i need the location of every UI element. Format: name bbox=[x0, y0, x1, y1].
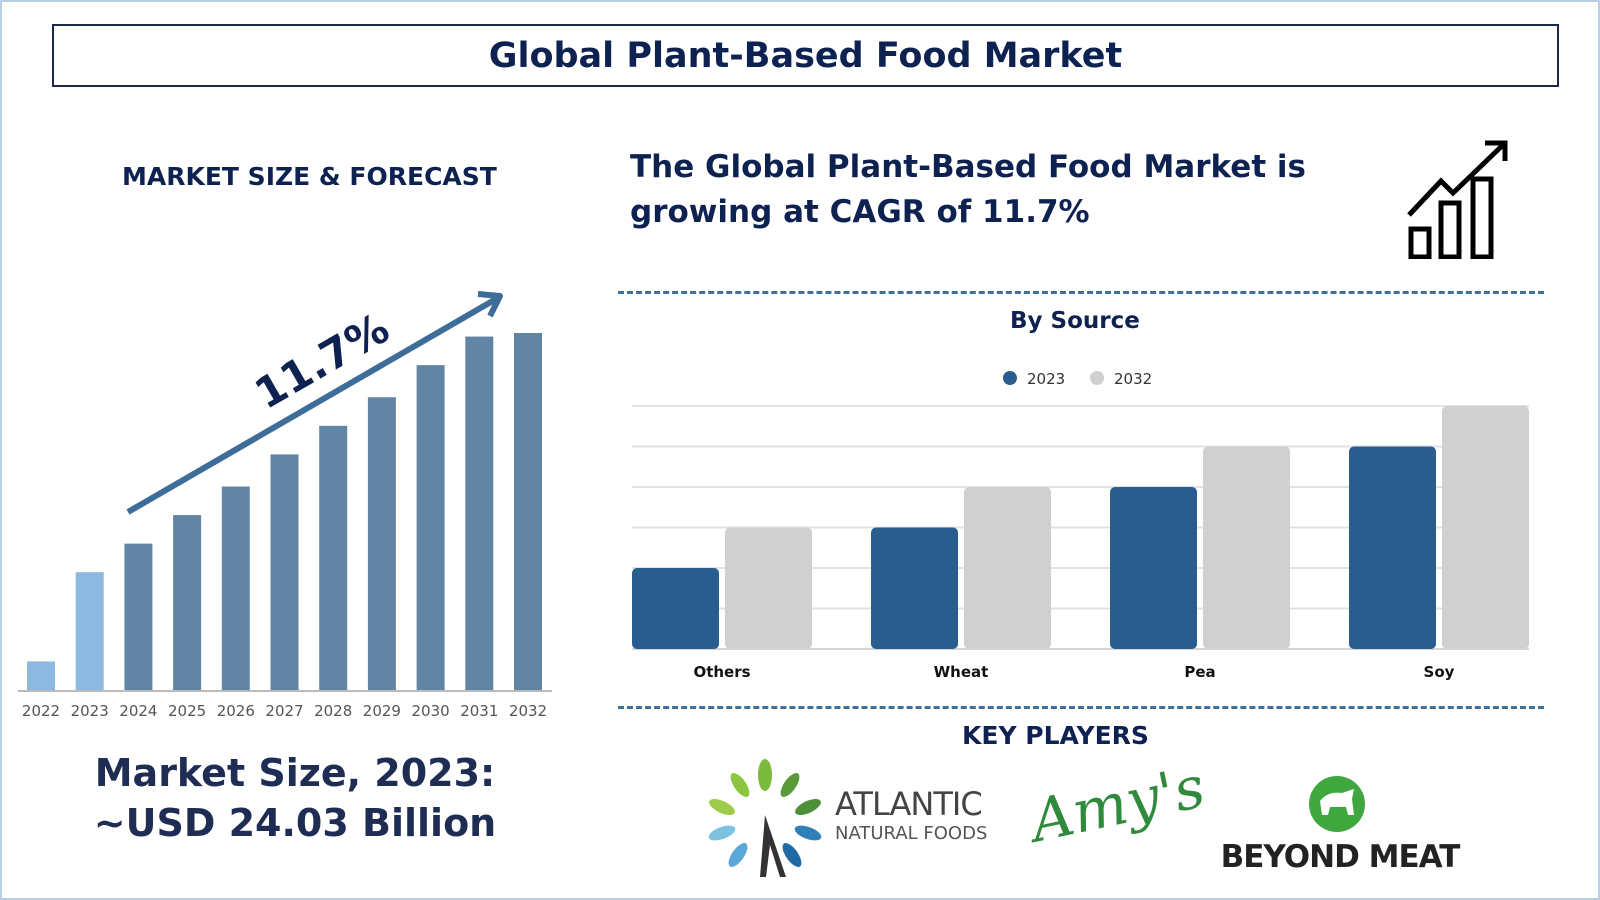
by-source-chart: Others Wheat Pea Soy 2023 2032 bbox=[632, 370, 1529, 681]
bar-2026 bbox=[221, 486, 250, 690]
x-tick-label: 2022 bbox=[22, 702, 60, 720]
market-forecast-chart: 2022 2023 2024 2025 2026 2027 2028 2029 2030 2031… bbox=[18, 291, 552, 720]
key-players-heading: KEY PLAYERS bbox=[962, 721, 1149, 750]
legend-label: 2023 bbox=[1027, 370, 1065, 388]
x-tick-label: 2030 bbox=[412, 702, 450, 720]
title-box: Global Plant-Based Food Market bbox=[52, 24, 1559, 87]
legend-label: 2032 bbox=[1114, 370, 1152, 388]
market-size-text: Market Size, 2023: ~USD 24.03 Billion bbox=[60, 748, 530, 848]
x-tick-label: 2031 bbox=[460, 702, 498, 720]
bar-soy-2032 bbox=[1442, 406, 1529, 649]
bar-2027 bbox=[270, 454, 299, 690]
trend-arrowhead bbox=[477, 291, 503, 318]
divider bbox=[618, 291, 1544, 294]
market-size-line1: Market Size, 2023: bbox=[94, 751, 496, 795]
bar-2029 bbox=[367, 397, 396, 690]
natural-foods-text: NATURAL FOODS bbox=[835, 823, 988, 844]
x-tick-label: 2024 bbox=[119, 702, 157, 720]
bar-others-2032 bbox=[725, 527, 812, 649]
x-tick-label: 2028 bbox=[314, 702, 352, 720]
legend-marker-2032 bbox=[1090, 371, 1104, 385]
beyond-meat-text: BEYOND MEAT bbox=[1220, 839, 1461, 875]
bar-others-2023 bbox=[632, 568, 719, 649]
bar-2024 bbox=[124, 543, 153, 690]
x-tick-label: 2023 bbox=[71, 702, 109, 720]
atlantic-text: ATLANTIC bbox=[835, 785, 983, 823]
bar-soy-2023 bbox=[1349, 446, 1436, 649]
market-size-line2: ~USD 24.03 Billion bbox=[93, 801, 497, 845]
page-title: Global Plant-Based Food Market bbox=[488, 35, 1123, 76]
bar-pea-2032 bbox=[1203, 446, 1290, 649]
bar-2032 bbox=[514, 333, 542, 690]
bar-2031 bbox=[465, 336, 494, 690]
bar-pea-2023 bbox=[1110, 487, 1197, 649]
bar-wheat-2023 bbox=[871, 527, 958, 649]
x-tick-label: 2027 bbox=[265, 702, 303, 720]
beyond-meat-logo: BEYOND MEAT bbox=[1220, 775, 1460, 875]
bar-wheat-2032 bbox=[964, 487, 1051, 649]
bar-2030 bbox=[416, 365, 445, 690]
x-tick-label: 2026 bbox=[217, 702, 255, 720]
bar-2023 bbox=[75, 572, 104, 690]
category-label: Others bbox=[693, 663, 750, 681]
legend-marker-2023 bbox=[1003, 371, 1017, 385]
by-source-title: By Source bbox=[1010, 308, 1140, 334]
growth-chart-icon bbox=[1407, 140, 1508, 259]
x-tick-label: 2029 bbox=[363, 702, 401, 720]
x-tick-label: 2032 bbox=[509, 702, 547, 720]
bar-2028 bbox=[319, 425, 348, 690]
x-tick-label: 2025 bbox=[168, 702, 206, 720]
bar-2025 bbox=[173, 515, 202, 690]
market-size-heading: MARKET SIZE & FORECAST bbox=[122, 162, 497, 191]
cagr-statement: The Global Plant-Based Food Market is gr… bbox=[630, 149, 1307, 230]
category-label: Wheat bbox=[934, 663, 989, 681]
atlantic-natural-foods-logo: ATLANTIC NATURAL FOODS bbox=[700, 755, 990, 880]
category-label: Pea bbox=[1184, 663, 1215, 681]
bar-2022 bbox=[27, 661, 55, 690]
category-label: Soy bbox=[1424, 663, 1455, 681]
trend-arrow bbox=[126, 296, 498, 515]
divider bbox=[618, 706, 1544, 709]
